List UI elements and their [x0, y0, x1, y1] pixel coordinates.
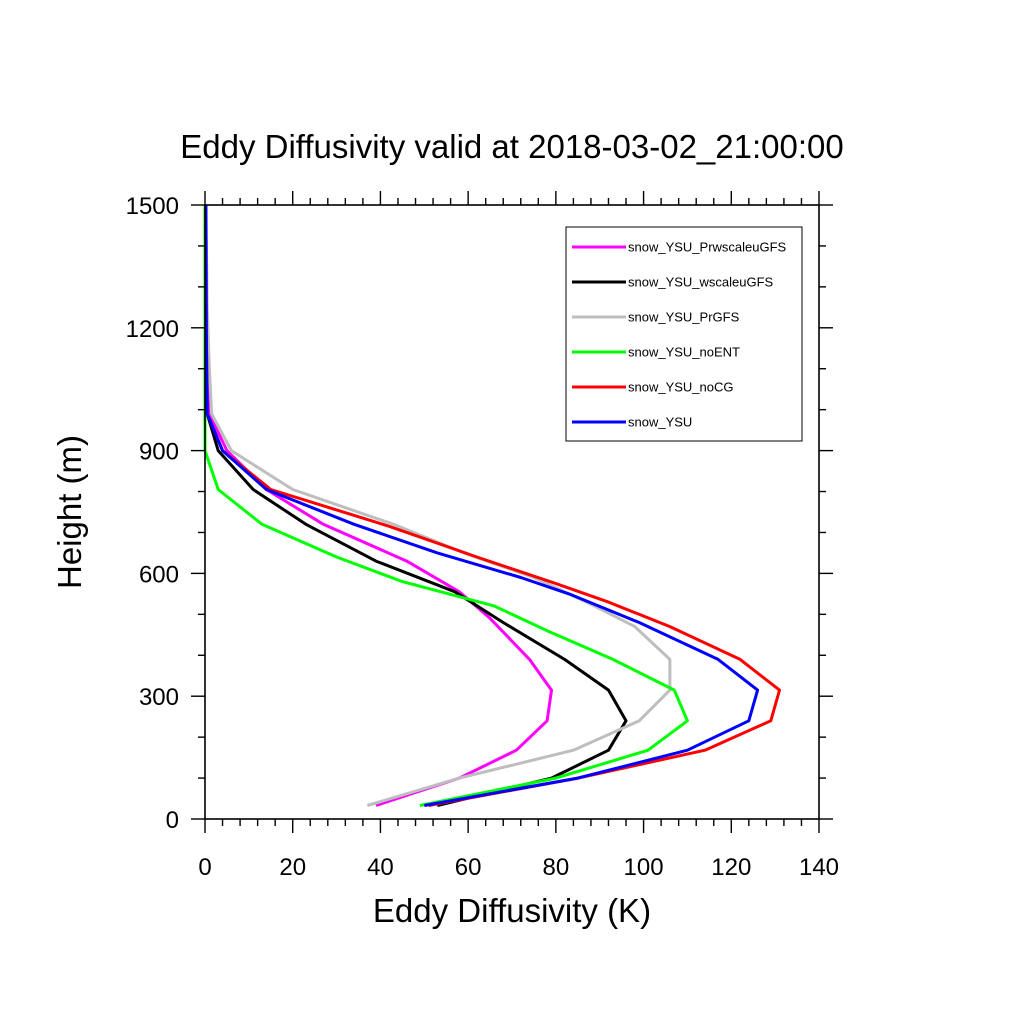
legend-label: snow_YSU_PrwscaleuGFS — [628, 240, 787, 255]
y-tick-label: 600 — [139, 561, 179, 588]
x-axis-label: Eddy Diffusivity (K) — [372, 892, 652, 929]
x-tick-label: 120 — [711, 854, 751, 881]
legend-label: snow_YSU_wscaleuGFS — [628, 275, 774, 290]
x-tick-label: 0 — [198, 854, 211, 881]
x-tick-label: 60 — [455, 854, 482, 881]
x-tick-label: 80 — [543, 854, 570, 881]
y-tick-label: 300 — [139, 684, 179, 711]
legend-label: snow_YSU — [628, 415, 692, 430]
legend-label: snow_YSU_PrGFS — [628, 310, 740, 325]
x-tick-label: 40 — [367, 854, 394, 881]
legend-box — [565, 226, 803, 442]
plot-frame — [204, 204, 820, 820]
series-line-3 — [203, 205, 689, 807]
y-tick-label: 1200 — [126, 316, 179, 343]
series-line-1 — [204, 204, 628, 807]
y-tick-label: 1500 — [126, 193, 179, 220]
tick-layer: 0 20 40 60 80 100 120 140 0 300 600 900 1200 1500 — [126, 191, 839, 881]
legend: snow_YSU_PrwscaleuGFS snow_YSU_wscaleuGFS… — [565, 226, 803, 442]
series-line-5 — [204, 204, 760, 807]
x-tick-label: 100 — [624, 854, 664, 881]
series-line-0 — [204, 204, 553, 807]
series-layer — [203, 204, 781, 807]
y-tick-label: 900 — [139, 439, 179, 466]
x-tick-label: 20 — [279, 854, 306, 881]
y-tick-label: 0 — [166, 807, 179, 834]
chart-title: Eddy Diffusivity valid at 2018-03-02_21:… — [180, 128, 844, 165]
legend-label: snow_YSU_noCG — [628, 380, 734, 395]
legend-label: snow_YSU_noENT — [628, 345, 740, 360]
x-tick-label: 140 — [799, 854, 839, 881]
